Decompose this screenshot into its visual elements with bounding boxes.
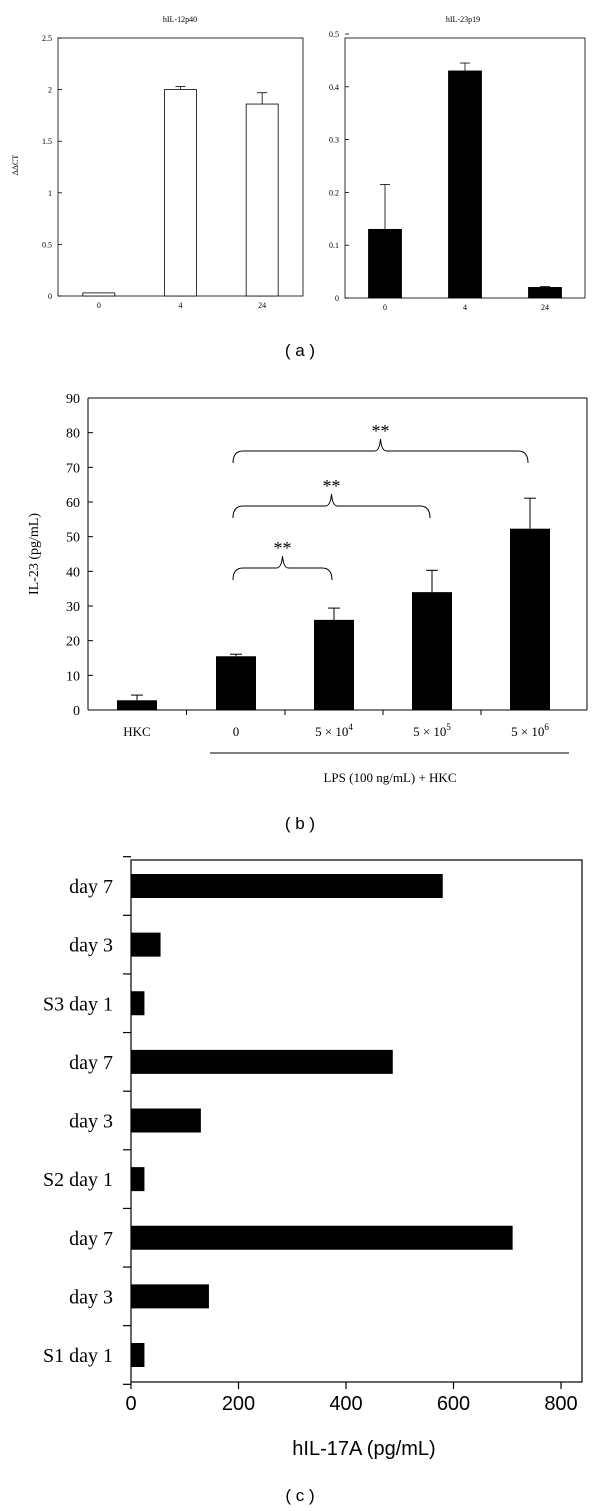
a1-ylabel: ΔΔCT	[11, 155, 20, 176]
b-ytick-label: 0	[73, 704, 80, 719]
a2-title: hIL-23p19	[446, 15, 480, 24]
a2-bar	[448, 70, 482, 299]
a2-ytick-label: 0.2	[329, 188, 339, 197]
c-xtick-label: 800	[544, 1393, 577, 1415]
b-xtick-label: 5 × 106	[511, 722, 549, 739]
b-ytick-label: 20	[66, 635, 80, 650]
a2-axis: 0 0.1 0.2 0.3 0.4 0.5 0 4 24	[329, 30, 549, 312]
a1-xtick-label: 24	[258, 301, 266, 310]
chart-b-il23: IL-23 (pg/mL) LPS (100 ng/mL) + HKC 0 10 2…	[27, 392, 588, 785]
c-ytick-label: day 7	[69, 876, 113, 898]
b-significance-brace	[232, 493, 431, 519]
a1-bar	[164, 89, 197, 297]
a1-bar	[82, 292, 116, 297]
a1-ytick-label: 1.5	[42, 137, 52, 146]
b-significance-label: **	[274, 538, 292, 558]
b-xtick-exponent: 4	[348, 722, 353, 732]
c-ytick-label: S3 day 1	[43, 993, 113, 1015]
c-ytick-label: day 7	[69, 1228, 113, 1250]
b-ytick-label: 10	[66, 669, 80, 684]
b-xtick-exponent: 6	[544, 722, 549, 732]
a2-ytick-label: 0.5	[329, 30, 339, 39]
b-significance-brackets: ** ** **	[232, 421, 529, 581]
b-ytick-label: 30	[66, 600, 80, 615]
b-significance-brace	[232, 438, 529, 464]
c-bars	[131, 874, 513, 1367]
b-xtick-label: 0	[233, 724, 240, 739]
c-xtick-label: 400	[329, 1393, 362, 1415]
b-ytick-label: 60	[66, 496, 80, 511]
c-bar	[131, 1108, 201, 1133]
b-significance-label: **	[372, 421, 390, 441]
c-ytick-label: S1 day 1	[43, 1345, 113, 1367]
a1-ytick-label: 1	[48, 189, 52, 198]
panel-label-b: ( b )	[284, 814, 316, 833]
a2-bars	[368, 62, 562, 299]
c-xtick-label: 200	[222, 1393, 255, 1415]
b-bar	[216, 656, 256, 710]
b-ytick-label: 50	[66, 531, 80, 546]
a1-bar	[245, 103, 279, 297]
b-xtick-exponent: 5	[446, 722, 451, 732]
c-axis: 0 200 400 600 800 S1 day 1 day 3 day 7 S2 day 1 d…	[43, 856, 578, 1415]
a2-ytick-label: 0	[335, 294, 339, 303]
b-bar	[412, 592, 452, 710]
a2-xtick-label: 4	[463, 303, 467, 312]
a1-ytick-label: 0	[48, 292, 52, 301]
c-ytick-label: S2 day 1	[43, 1169, 113, 1191]
b-bar	[510, 528, 550, 710]
b-axis: 0 10 20 30 40 50 60 70 80 90 HKC 0 5 × 104 5 × 105 5 ×…	[66, 392, 549, 739]
panel-label-c: ( c )	[285, 1486, 315, 1505]
b-bar	[314, 619, 354, 710]
chart-c-hil17a: hIL-17A (pg/mL) 0 200 400 600 800 S1 day 1 day…	[43, 856, 583, 1460]
c-bar	[131, 874, 443, 898]
a1-axis: 0 0.5 1 1.5 2 2.5 0 4 24	[42, 34, 266, 310]
c-xlabel: hIL-17A (pg/mL)	[292, 1438, 435, 1460]
b-significance-label: **	[323, 476, 341, 496]
c-bar	[131, 1284, 209, 1309]
b-bars	[117, 497, 550, 710]
c-bar	[131, 1343, 145, 1367]
c-bar	[131, 932, 161, 957]
c-ytick-label: day 3	[69, 1111, 113, 1133]
b-ytick-label: 70	[66, 461, 80, 476]
c-bar	[131, 1225, 513, 1250]
b-xtick-label: 5 × 105	[413, 722, 451, 739]
a2-xtick-label: 24	[541, 303, 549, 312]
c-bar	[131, 991, 145, 1016]
c-bar	[131, 1167, 145, 1192]
c-ytick-label: day 3	[69, 935, 113, 957]
b-xtick-label: HKC	[123, 724, 150, 739]
b-significance-brace	[232, 555, 333, 581]
a1-xtick-label: 0	[97, 301, 101, 310]
b-ytick-label: 80	[66, 427, 80, 442]
b-ytick-label: 90	[66, 392, 80, 407]
panel-label-a: ( a )	[284, 341, 316, 360]
b-bar	[117, 700, 157, 710]
b-ytick-label: 40	[66, 565, 80, 580]
a1-ytick-label: 2	[48, 86, 52, 95]
a1-ytick-label: 0.5	[42, 240, 52, 249]
c-xtick-label: 600	[437, 1393, 470, 1415]
c-bar	[131, 1049, 393, 1074]
b-xtick-label: 5 × 104	[315, 722, 353, 739]
c-xtick-label: 0	[125, 1393, 136, 1415]
a2-ytick-label: 0.1	[329, 241, 339, 250]
a1-title: hIL-12p40	[163, 15, 197, 24]
b-xlabel: LPS (100 ng/mL) + HKC	[323, 770, 456, 785]
a1-xtick-label: 4	[179, 301, 183, 310]
c-ytick-label: day 7	[69, 1052, 113, 1074]
chart-a2-hil23p19: hIL-23p19 0 0.1 0.2 0.3 0.4 0.5 0 4 24	[329, 15, 586, 312]
a2-ytick-label: 0.4	[329, 83, 339, 92]
a1-bars	[82, 86, 279, 297]
a2-bar	[528, 287, 562, 299]
c-ytick-label: day 3	[69, 1286, 113, 1308]
chart-a1-hil12p40: hIL-12p40 ΔΔCT 0 0.5 1 1.5 2 2.5 0 4 24	[11, 15, 304, 310]
b-ylabel: IL-23 (pg/mL)	[27, 513, 42, 595]
a2-xtick-label: 0	[383, 303, 387, 312]
a1-ytick-label: 2.5	[42, 34, 52, 43]
a2-ytick-label: 0.3	[329, 136, 339, 145]
a2-bar	[368, 228, 402, 299]
